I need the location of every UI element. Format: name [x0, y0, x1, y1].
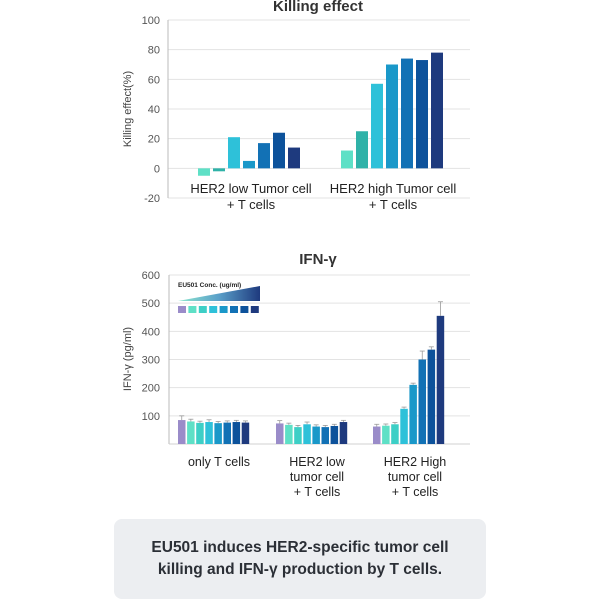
- bar: [330, 425, 339, 444]
- legend: EU501 Conc. (ug/ml): [178, 282, 260, 313]
- y-tick-label: 100: [142, 411, 160, 423]
- bar: [213, 168, 225, 172]
- bar: [303, 424, 311, 444]
- x-tick-label: HER2 low Tumor cell: [190, 181, 311, 196]
- bar: [436, 315, 445, 444]
- bar: [232, 422, 241, 444]
- bar: [228, 137, 240, 169]
- bar: [431, 52, 443, 169]
- x-tick-label: tumor cell: [388, 470, 442, 484]
- bar: [178, 420, 186, 444]
- bar: [400, 408, 408, 444]
- bar: [196, 422, 204, 444]
- y-axis-label: Killing effect(%): [122, 71, 134, 147]
- legend-title: EU501 Conc. (ug/ml): [178, 282, 241, 289]
- bar: [273, 132, 285, 169]
- caption-box: EU501 induces HER2-specific tumor cell k…: [114, 519, 486, 599]
- y-tick-label: 200: [142, 383, 160, 395]
- legend-swatch: [209, 306, 218, 313]
- legend-swatch: [230, 306, 238, 313]
- y-axis-label: IFN-γ (pg/ml): [122, 327, 134, 391]
- bar: [187, 421, 195, 444]
- bar: [401, 58, 413, 169]
- bar: [356, 131, 368, 169]
- x-tick-label: HER2 low: [289, 455, 346, 469]
- x-tick-label: tumor cell: [290, 470, 344, 484]
- y-tick-label: 60: [148, 74, 160, 86]
- y-tick-label: 80: [148, 45, 160, 57]
- x-tick-label: + T cells: [227, 197, 276, 212]
- bar: [339, 422, 348, 444]
- x-tick-label: + T cells: [392, 485, 438, 499]
- bar: [312, 426, 320, 444]
- bar: [382, 425, 390, 444]
- bar: [214, 423, 222, 444]
- bar: [321, 427, 329, 444]
- x-tick-label: + T cells: [369, 197, 418, 212]
- x-tick-label: only T cells: [188, 455, 250, 469]
- bar: [223, 422, 231, 444]
- caption-text: EU501 induces HER2-specific tumor cell k…: [151, 539, 449, 578]
- x-tick-label: HER2 High: [384, 455, 447, 469]
- bar: [371, 83, 383, 169]
- y-tick-label: 40: [148, 104, 160, 116]
- bar: [418, 359, 426, 444]
- bar: [288, 147, 300, 169]
- y-tick-label: 400: [142, 326, 160, 338]
- legend-swatch: [188, 306, 197, 313]
- x-tick-label: HER2 high Tumor cell: [330, 181, 457, 196]
- bar: [258, 143, 270, 169]
- bar: [294, 427, 302, 444]
- concentration-wedge: [178, 286, 260, 301]
- y-tick-label: 300: [142, 355, 160, 367]
- y-tick-label: 500: [142, 298, 160, 310]
- bar: [198, 168, 210, 176]
- x-tick-label: + T cells: [294, 485, 340, 499]
- bar: [241, 422, 250, 444]
- y-tick-label: -20: [144, 193, 160, 205]
- chart-title: Killing effect: [273, 0, 363, 15]
- legend-swatch: [198, 306, 207, 313]
- bar: [285, 424, 293, 444]
- legend-swatch: [219, 306, 228, 313]
- ifn-gamma-chart: IFN-γ 600 500 400 300 200 100 IFN-γ (pg/ml) EU50…: [122, 251, 470, 499]
- y-tick-label: 0: [154, 163, 160, 175]
- bar: [243, 160, 255, 169]
- bar: [386, 64, 398, 169]
- legend-swatch: [250, 306, 259, 313]
- y-tick-label: 100: [142, 15, 160, 27]
- legend-swatch: [178, 306, 186, 313]
- bar: [205, 422, 213, 444]
- y-tick-label: 600: [142, 270, 160, 282]
- legend-swatch: [240, 306, 249, 313]
- bar: [276, 423, 284, 444]
- bar: [409, 384, 417, 444]
- chart-title: IFN-γ: [299, 251, 337, 268]
- y-tick-label: 20: [148, 134, 160, 146]
- bar: [391, 424, 399, 444]
- bar: [341, 150, 353, 169]
- bar: [416, 60, 428, 169]
- bar: [373, 426, 381, 444]
- killing-effect-chart: Killing effect 100 80 60 40 20 0 -20 Killing eff…: [122, 0, 470, 212]
- bar: [427, 349, 436, 444]
